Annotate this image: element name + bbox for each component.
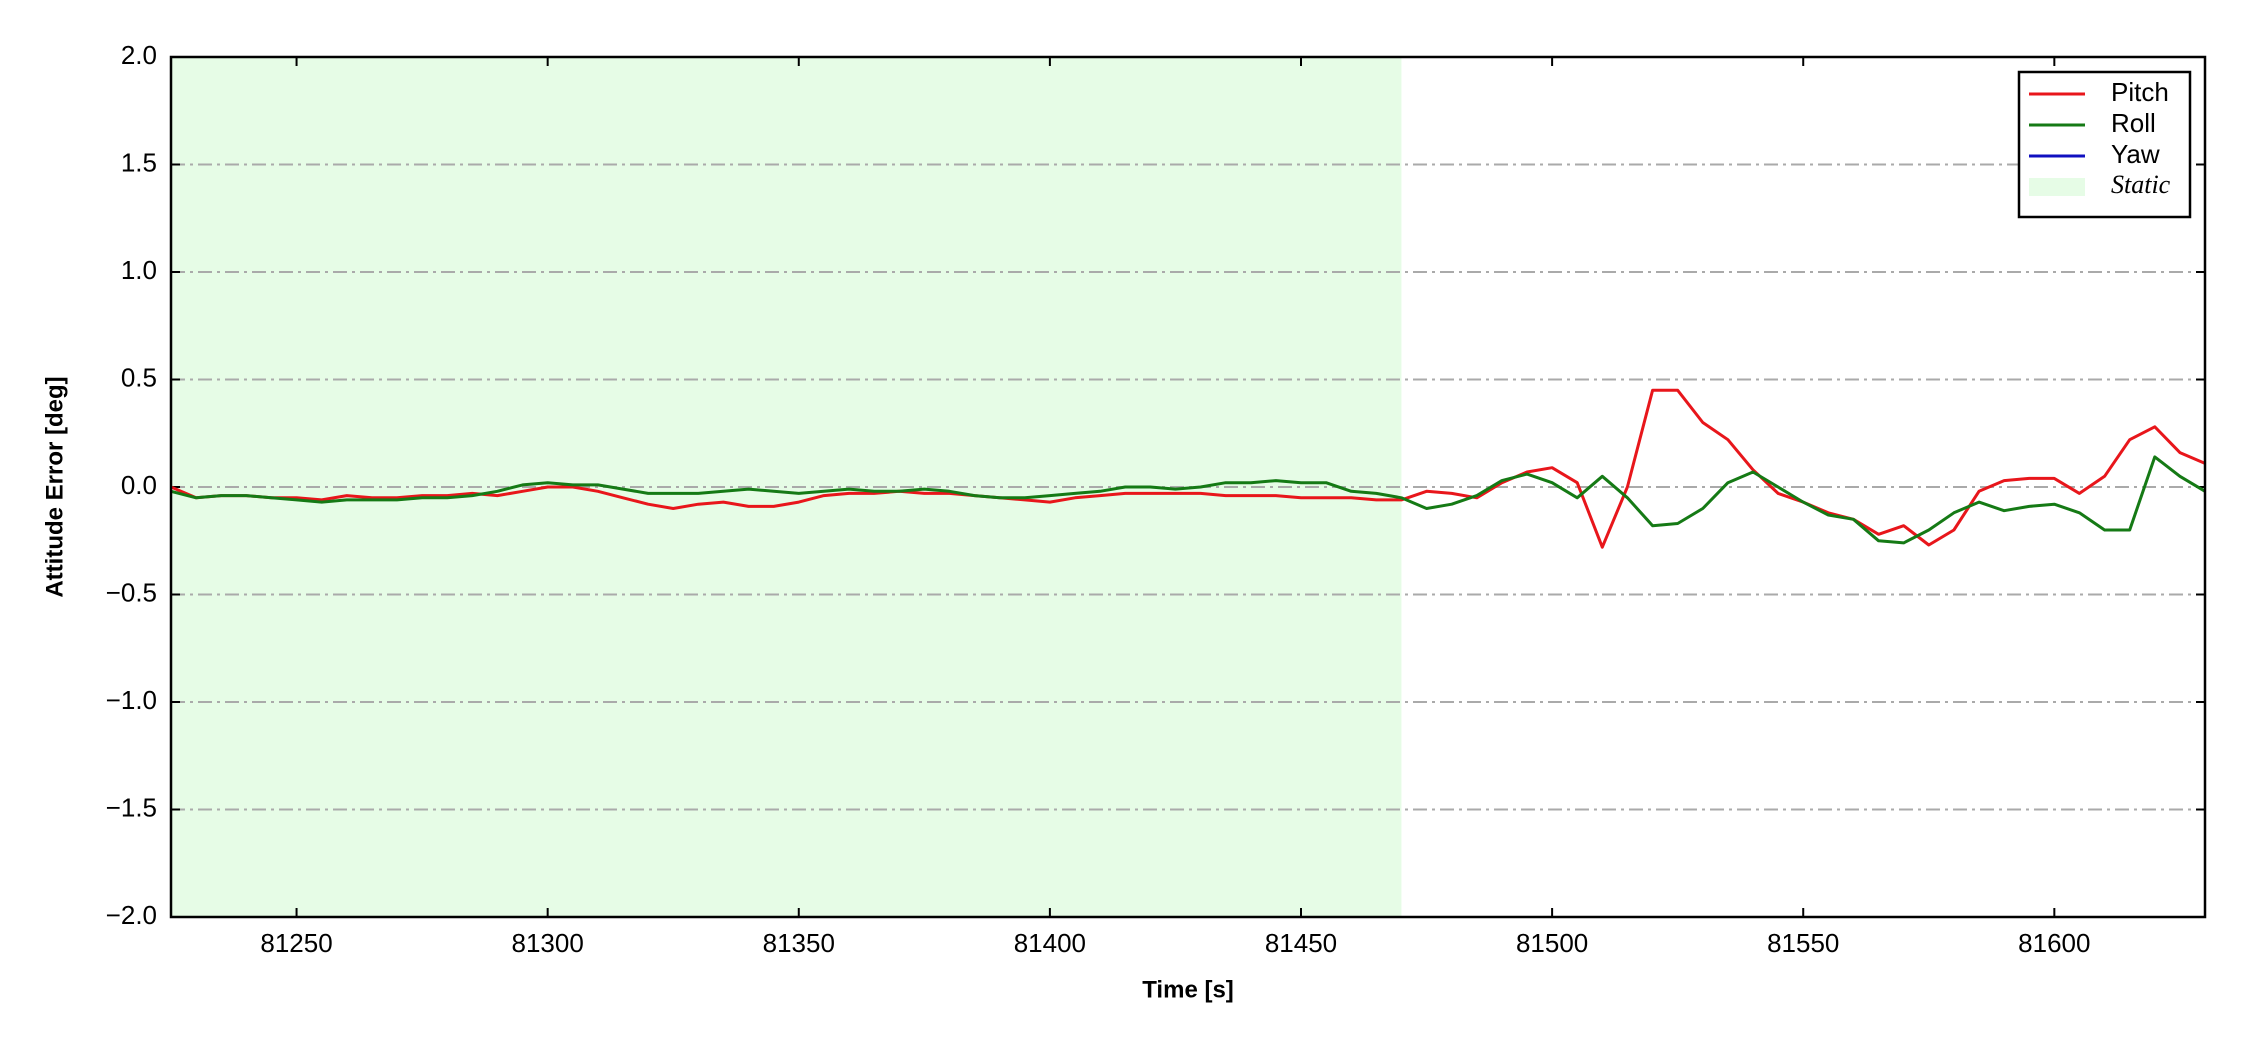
x-tick-label: 81600 <box>2018 928 2090 958</box>
series-line <box>171 388 2205 549</box>
x-tick-label: 81450 <box>1265 928 1337 958</box>
x-tick-label: 81500 <box>1516 928 1588 958</box>
legend-box <box>2017 70 2192 219</box>
legend-label: Roll <box>2111 108 2156 138</box>
x-tick-label: 81400 <box>1014 928 1086 958</box>
x-axis-label: Time [s] <box>1142 976 1234 1003</box>
y-tick-label: 0.0 <box>121 470 157 500</box>
x-tick-label: 81350 <box>763 928 835 958</box>
x-tick-label: 81300 <box>512 928 584 958</box>
y-tick-label: 1.5 <box>121 147 157 177</box>
plot-frame <box>169 55 2207 919</box>
y-tick-label: 1.0 <box>121 255 157 285</box>
y-tick-label: −0.5 <box>106 577 157 607</box>
y-tick-label: −1.0 <box>106 685 157 715</box>
series-line <box>171 455 2205 545</box>
legend-label: Static <box>2111 170 2171 199</box>
y-axis-label: Attitude Error [deg] <box>41 376 68 597</box>
x-tick-label: 81250 <box>260 928 332 958</box>
legend-swatch <box>2029 178 2085 196</box>
legend-label: Yaw <box>2111 139 2160 169</box>
y-tick-label: 0.5 <box>121 362 157 392</box>
y-tick-label: −2.0 <box>106 900 157 930</box>
x-tick-label: 81550 <box>1767 928 1839 958</box>
legend-label: Pitch <box>2111 77 2169 107</box>
y-tick-label: 2.0 <box>121 40 157 70</box>
y-tick-label: −1.5 <box>106 792 157 822</box>
plot-lines <box>171 388 2205 549</box>
